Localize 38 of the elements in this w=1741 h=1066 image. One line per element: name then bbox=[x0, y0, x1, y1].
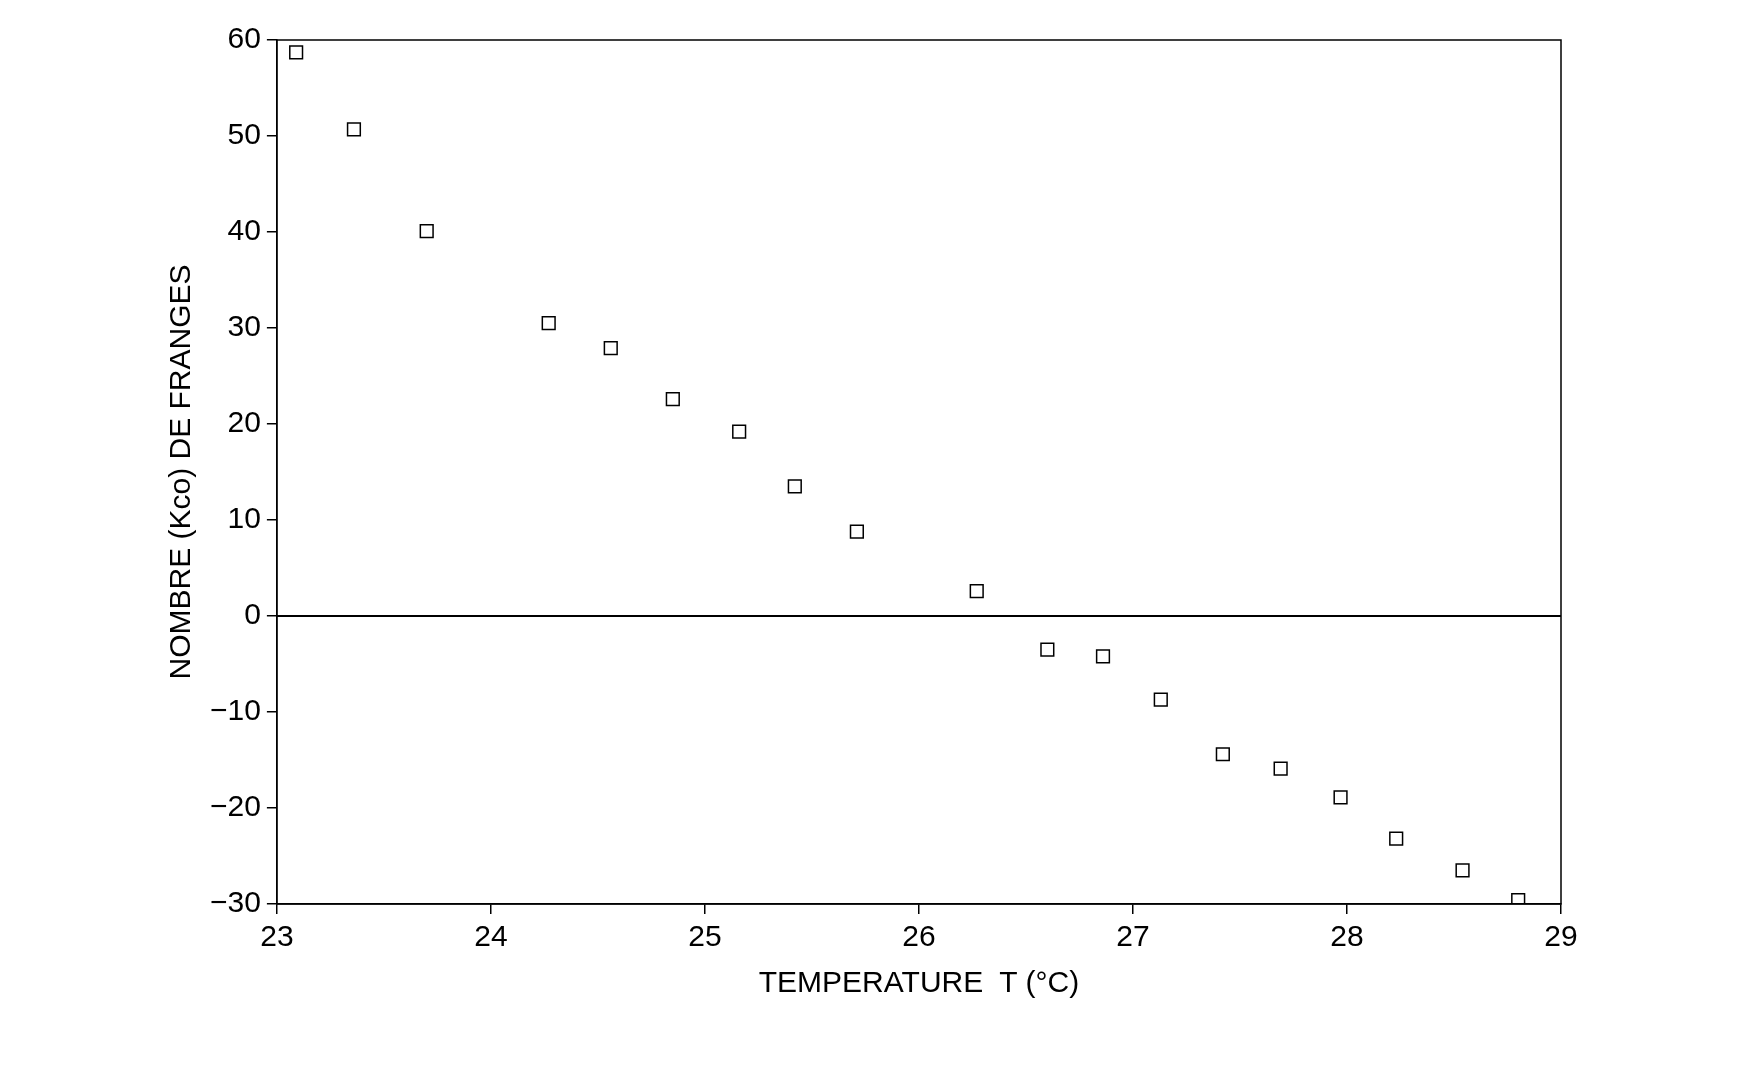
point bbox=[1153, 692, 1168, 707]
point bbox=[289, 45, 304, 60]
y-tick-label: 30 bbox=[227, 309, 261, 343]
y-tick-label: −30 bbox=[210, 885, 261, 919]
point bbox=[1389, 831, 1404, 846]
x-tick-label: 29 bbox=[1544, 919, 1578, 953]
point bbox=[787, 479, 802, 494]
point bbox=[849, 524, 864, 539]
y-tick-label: 40 bbox=[227, 213, 261, 247]
point bbox=[603, 341, 618, 356]
y-tick-label: 20 bbox=[227, 405, 261, 439]
point bbox=[732, 424, 747, 439]
x-tick-label: 26 bbox=[902, 919, 936, 953]
y-tick-label: 0 bbox=[244, 597, 261, 631]
y-axis-title: NOMBRE (Kco) DE FRANGES bbox=[163, 264, 197, 680]
point bbox=[1040, 642, 1055, 657]
x-tick-label: 25 bbox=[688, 919, 722, 953]
point bbox=[1215, 747, 1230, 762]
point bbox=[969, 583, 984, 599]
point bbox=[541, 316, 556, 331]
y-tick-label: 60 bbox=[227, 21, 261, 55]
x-axis-title: TEMPERATURE T (°C) bbox=[758, 965, 1080, 999]
point bbox=[1511, 893, 1526, 904]
point bbox=[665, 391, 680, 407]
y-tick-label: 10 bbox=[227, 501, 261, 535]
y-tick-label: 50 bbox=[227, 117, 261, 151]
x-tick-label: 23 bbox=[260, 919, 294, 953]
x-tick-label: 24 bbox=[474, 919, 508, 953]
x-tick-label: 28 bbox=[1330, 919, 1364, 953]
y-tick-label: −10 bbox=[210, 693, 261, 727]
point bbox=[1095, 649, 1111, 664]
x-tick-label: 27 bbox=[1116, 919, 1150, 953]
y-tick-label: −20 bbox=[210, 789, 261, 823]
point bbox=[1333, 790, 1348, 805]
point bbox=[1455, 863, 1470, 878]
point bbox=[346, 122, 362, 137]
point bbox=[419, 223, 434, 239]
point bbox=[1273, 761, 1288, 776]
